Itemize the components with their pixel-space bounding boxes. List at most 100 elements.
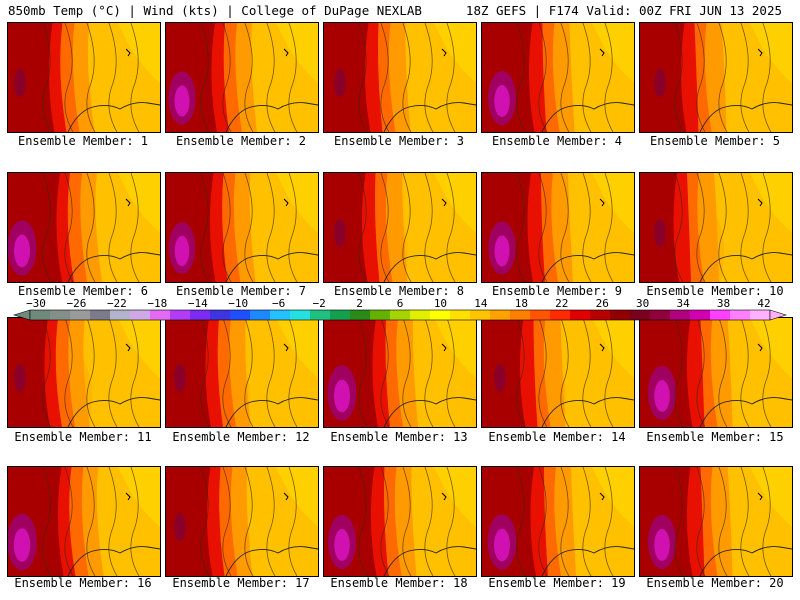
colorbar-swatch <box>470 310 491 320</box>
colorbar-swatch <box>690 310 711 320</box>
ensemble-panel <box>7 22 161 133</box>
ensemble-panel <box>165 172 319 283</box>
colorbar-swatch <box>210 310 231 320</box>
colorbar-swatch <box>590 310 611 320</box>
colorbar-swatch <box>510 310 531 320</box>
colorbar-swatch <box>70 310 91 320</box>
ensemble-member-label: Ensemble Member: 8 <box>333 284 465 298</box>
colorbar-swatch <box>730 310 751 320</box>
colorbar-tick-label: 6 <box>396 297 404 310</box>
ensemble-member-label: Ensemble Member: 15 <box>646 430 784 444</box>
temperature-map <box>482 318 634 427</box>
ensemble-panel <box>639 22 793 133</box>
colorbar-tick-label: −6 <box>272 297 286 310</box>
colorbar-swatch <box>750 310 771 320</box>
colorbar-tick-label: 2 <box>356 297 363 310</box>
colorbar-swatch <box>430 310 451 320</box>
ensemble-panel <box>7 172 161 283</box>
ensemble-panel <box>165 317 319 428</box>
colorbar-swatch <box>450 310 471 320</box>
temperature-map <box>640 23 792 132</box>
colorbar-swatch <box>310 310 331 320</box>
colorbar-swatch <box>290 310 311 320</box>
ensemble-panel <box>165 22 319 133</box>
temperature-map <box>8 318 160 427</box>
ensemble-panel <box>481 22 635 133</box>
colorbar-tick-label: −18 <box>147 297 168 310</box>
colorbar-swatch <box>570 310 591 320</box>
ensemble-member-label: Ensemble Member: 17 <box>172 576 310 590</box>
ensemble-member-label: Ensemble Member: 13 <box>330 430 468 444</box>
colorbar-tick-label: 14 <box>474 297 488 310</box>
ensemble-panel <box>323 466 477 577</box>
temperature-map <box>324 467 476 576</box>
colorbar-swatch <box>130 310 151 320</box>
ensemble-member-label: Ensemble Member: 3 <box>333 134 465 148</box>
colorbar-swatch <box>170 310 191 320</box>
colorbar-tick-label: −14 <box>187 297 208 310</box>
colorbar-swatch <box>550 310 571 320</box>
colorbar-swatch <box>650 310 671 320</box>
ensemble-panel <box>481 466 635 577</box>
colorbar-swatch <box>90 310 111 320</box>
temperature-map <box>482 23 634 132</box>
colorbar-right-arrow <box>769 309 788 321</box>
temperature-map <box>482 467 634 576</box>
temperature-map <box>324 173 476 282</box>
colorbar-swatch <box>630 310 651 320</box>
temperature-map <box>640 467 792 576</box>
colorbar-swatch <box>270 310 291 320</box>
colorbar-swatch <box>230 310 251 320</box>
colorbar-left-arrow <box>12 309 31 321</box>
ensemble-panel <box>323 317 477 428</box>
ensemble-member-label: Ensemble Member: 11 <box>14 430 152 444</box>
ensemble-member-label: Ensemble Member: 1 <box>17 134 149 148</box>
temperature-map <box>640 173 792 282</box>
temperature-map <box>166 173 318 282</box>
colorbar-tick-label: 38 <box>716 297 731 310</box>
temperature-map <box>166 467 318 576</box>
temperature-map <box>482 173 634 282</box>
colorbar-swatch <box>490 310 511 320</box>
temperature-map <box>8 467 160 576</box>
ensemble-panel <box>165 466 319 577</box>
header-valid-time: 18Z GEFS | F174 Valid: 00Z FRI JUN 13 20… <box>465 3 782 18</box>
colorbar-swatch <box>150 310 171 320</box>
colorbar-tick-label: −2 <box>312 297 326 310</box>
temperature-map <box>640 318 792 427</box>
colorbar-swatch <box>30 310 51 320</box>
colorbar-swatch <box>410 310 431 320</box>
colorbar-tick-label: −10 <box>228 297 249 310</box>
colorbar-swatch <box>330 310 351 320</box>
colorbar-swatch <box>190 310 211 320</box>
temperature-map <box>324 318 476 427</box>
ensemble-panel <box>639 466 793 577</box>
temperature-colorbar <box>0 306 800 321</box>
ensemble-member-label: Ensemble Member: 6 <box>17 284 149 298</box>
ensemble-panel <box>481 317 635 428</box>
temperature-map <box>8 23 160 132</box>
ensemble-member-label: Ensemble Member: 18 <box>330 576 468 590</box>
temperature-map <box>166 318 318 427</box>
ensemble-panel <box>323 22 477 133</box>
colorbar-tick-label: −30 <box>26 297 46 310</box>
colorbar-swatch <box>110 310 131 320</box>
ensemble-member-label: Ensemble Member: 16 <box>14 576 152 590</box>
colorbar-swatch <box>610 310 631 320</box>
ensemble-panel <box>323 172 477 283</box>
temperature-map <box>8 173 160 282</box>
temperature-map <box>324 23 476 132</box>
ensemble-member-label: Ensemble Member: 5 <box>649 134 781 148</box>
ensemble-panel <box>7 317 161 428</box>
colorbar-tick-label: 30 <box>636 297 650 310</box>
colorbar-swatch <box>390 310 411 320</box>
colorbar-tick-label: 26 <box>595 297 609 310</box>
colorbar-swatch <box>350 310 371 320</box>
ensemble-panel <box>481 172 635 283</box>
colorbar-swatch <box>710 310 731 320</box>
ensemble-panel <box>7 466 161 577</box>
colorbar-swatch <box>670 310 691 320</box>
ensemble-panel <box>639 317 793 428</box>
ensemble-member-label: Ensemble Member: 12 <box>172 430 310 444</box>
colorbar-tick-label: 18 <box>514 297 528 310</box>
